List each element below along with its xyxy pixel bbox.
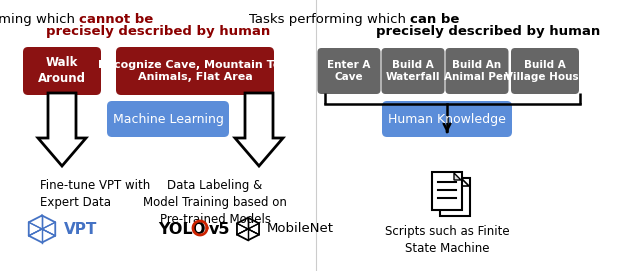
Text: YOLO: YOLO	[158, 221, 205, 237]
Text: v5: v5	[209, 221, 230, 237]
Text: Build A
Waterfall: Build A Waterfall	[386, 60, 440, 82]
Text: precisely described by human: precisely described by human	[376, 25, 600, 38]
Text: Machine Learning: Machine Learning	[113, 112, 223, 125]
Text: Enter A
Cave: Enter A Cave	[327, 60, 371, 82]
Text: MobileNet: MobileNet	[267, 222, 334, 235]
FancyBboxPatch shape	[511, 48, 579, 94]
Polygon shape	[235, 93, 283, 166]
Polygon shape	[454, 173, 461, 180]
Text: Tasks performing which: Tasks performing which	[249, 13, 410, 26]
Text: Fine-tune VPT with
Expert Data: Fine-tune VPT with Expert Data	[40, 179, 150, 209]
Text: Data Labeling &
Model Training based on
Pre-trained Models: Data Labeling & Model Training based on …	[143, 179, 287, 226]
Polygon shape	[38, 93, 86, 166]
Text: VPT: VPT	[64, 221, 97, 237]
FancyBboxPatch shape	[445, 48, 509, 94]
Text: cannot be: cannot be	[79, 13, 153, 26]
FancyBboxPatch shape	[381, 48, 445, 94]
FancyBboxPatch shape	[23, 47, 101, 95]
FancyBboxPatch shape	[317, 48, 381, 94]
Text: can be: can be	[410, 13, 460, 26]
Text: Recognize Cave, Mountain Top,
Animals, Flat Area: Recognize Cave, Mountain Top, Animals, F…	[98, 60, 292, 82]
FancyBboxPatch shape	[116, 47, 274, 95]
Text: Human Knowledge: Human Knowledge	[388, 112, 506, 125]
Text: Build A
Village House: Build A Village House	[504, 60, 586, 82]
Text: Tasks performing which: Tasks performing which	[0, 13, 79, 26]
Text: Walk
Around: Walk Around	[38, 56, 86, 85]
Text: Scripts such as Finite
State Machine: Scripts such as Finite State Machine	[385, 225, 509, 255]
Text: precisely described by human: precisely described by human	[46, 25, 270, 38]
FancyBboxPatch shape	[107, 101, 229, 137]
FancyBboxPatch shape	[432, 172, 462, 210]
FancyBboxPatch shape	[382, 101, 512, 137]
Text: Build An
Animal Pen: Build An Animal Pen	[444, 60, 510, 82]
FancyBboxPatch shape	[440, 178, 470, 216]
